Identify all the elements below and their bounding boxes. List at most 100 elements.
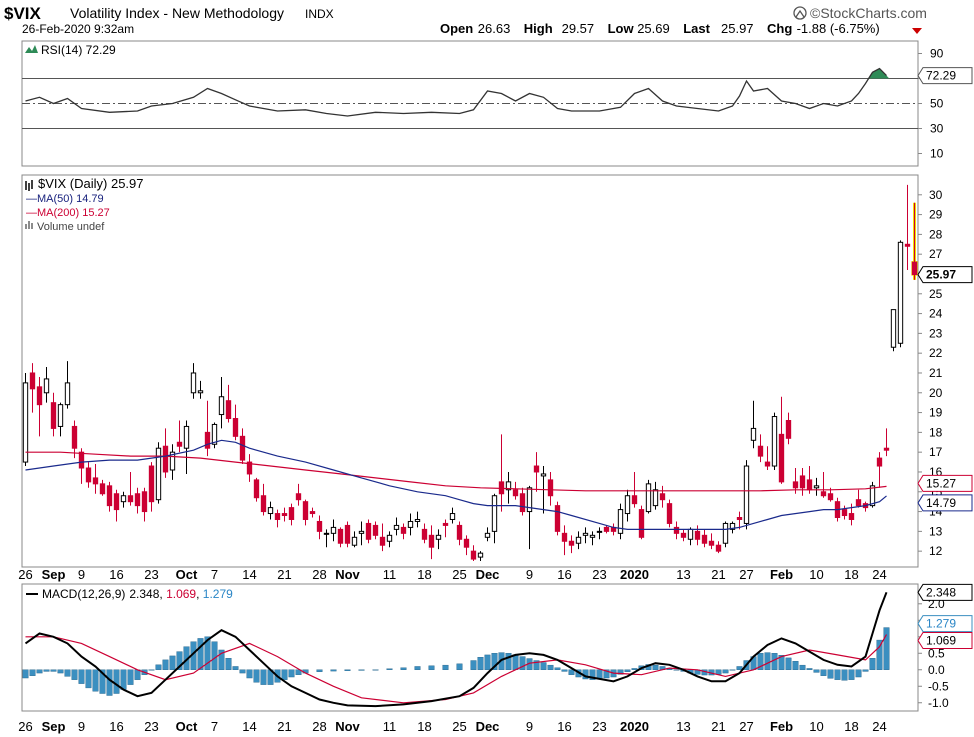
x-axis-label: 10 — [809, 567, 823, 582]
macd-histogram-bar — [400, 667, 407, 670]
candle-body — [904, 243, 911, 247]
candle-body — [393, 524, 400, 530]
candle — [176, 420, 183, 453]
stockcharts-logo[interactable]: ©StockCharts.com — [793, 5, 927, 21]
price-panel: 12131415161718192021222324252627282930$V… — [21, 174, 973, 568]
macd-histogram-bar — [806, 668, 813, 670]
candle-body — [274, 513, 281, 520]
candle — [617, 503, 624, 540]
price-tick-label: 23 — [929, 326, 943, 340]
candle-body — [589, 534, 596, 538]
x-axis-label: 11 — [383, 719, 397, 734]
macd-tick-label: 0.0 — [928, 663, 945, 677]
candle — [820, 471, 827, 498]
rsi-last-tag-text: 72.29 — [926, 69, 956, 83]
ma50-last-tag-text: 14.79 — [926, 496, 956, 510]
macd-line — [24, 591, 888, 708]
macd-legend-signal: 1.069 — [166, 587, 196, 601]
candle — [162, 428, 169, 478]
candle — [666, 499, 673, 528]
candle — [316, 515, 323, 540]
x-axis-label: 21 — [711, 719, 725, 734]
candle-body — [407, 520, 414, 528]
candle — [729, 521, 736, 534]
candle-body — [113, 493, 120, 511]
x-axis-label: 28 — [312, 719, 326, 734]
candle — [260, 483, 267, 516]
x-axis-label: 26 — [18, 719, 32, 734]
macd-histogram-bar — [246, 669, 253, 679]
candle-body — [694, 530, 701, 540]
rsi-tick-label: 10 — [930, 147, 944, 161]
quote-bar: Open 26.63 High 29.57 Low 25.69 Last 25.97 Chg -1… — [440, 21, 922, 36]
candle-body — [757, 445, 764, 457]
macd-histogram-bar — [169, 655, 176, 670]
macd-histogram-bar — [316, 669, 323, 672]
candle-body — [64, 382, 71, 406]
candle — [99, 479, 106, 496]
x-axis-label: Dec — [476, 719, 500, 734]
candle — [757, 434, 764, 463]
macd-tick-label: 0.5 — [928, 646, 945, 660]
macd-histogram-bar — [281, 669, 288, 680]
quote-low-value: 25.69 — [637, 21, 670, 36]
macd-histogram-bar — [652, 664, 659, 670]
x-axis-label: Nov — [335, 567, 360, 582]
candle — [92, 464, 99, 494]
macd-histogram-bar — [841, 669, 848, 681]
candle — [414, 511, 421, 528]
candle-body — [106, 485, 113, 507]
rsi-last-tag: 72.29 — [917, 67, 973, 85]
candle-body — [547, 479, 554, 497]
candle — [638, 505, 645, 540]
candle-body — [449, 513, 456, 520]
candle — [365, 519, 372, 544]
ma200-last-tag: 15.27 — [917, 474, 973, 492]
candle-body — [645, 483, 652, 513]
candle — [876, 452, 883, 488]
price-tick-label: 20 — [929, 386, 943, 400]
candle — [141, 487, 148, 522]
candle — [323, 529, 330, 548]
macd-histogram-bar — [799, 664, 806, 670]
price-tick-label: 18 — [929, 425, 943, 439]
macd-histogram-bar — [120, 669, 127, 690]
candle — [106, 481, 113, 512]
candle — [673, 521, 680, 540]
candle-body — [855, 499, 862, 507]
x-axis-label: 26 — [18, 567, 32, 582]
candle-body — [281, 513, 288, 517]
candle — [624, 489, 631, 522]
candle-body — [197, 390, 204, 394]
x-axis-label: 24 — [872, 719, 886, 734]
candle — [512, 481, 519, 500]
macd-histogram-bar — [414, 666, 421, 670]
candle — [736, 511, 743, 530]
candle — [120, 491, 127, 508]
candle — [43, 367, 50, 403]
price-last-tag-text: 25.97 — [926, 268, 956, 282]
macd-histogram-bar — [561, 669, 568, 672]
x-axis-label: Oct — [176, 719, 198, 734]
candle-body — [463, 538, 470, 548]
candle — [428, 525, 435, 560]
candle-body — [554, 505, 561, 532]
candle — [743, 460, 750, 530]
quote-chg-value: -1.88 (-6.75%) — [797, 21, 880, 36]
candle-body — [869, 485, 876, 507]
x-axis-label: Feb — [770, 567, 793, 582]
macd-legend-macd: 2.348 — [129, 587, 159, 601]
macd-histogram-bar — [204, 636, 211, 670]
macd-histogram-bar — [127, 669, 134, 685]
candle — [470, 545, 477, 562]
candle-body — [491, 495, 498, 532]
candle-body — [680, 532, 687, 538]
candle-body — [806, 479, 813, 491]
x-axis-label: 11 — [383, 567, 397, 582]
price-legend: $VIX (Daily) 25.97—MA(50) 14.79—MA(200) … — [25, 176, 144, 233]
candle-body — [603, 526, 610, 532]
candle — [36, 376, 43, 437]
candle-body — [771, 416, 778, 467]
candle — [155, 442, 162, 504]
